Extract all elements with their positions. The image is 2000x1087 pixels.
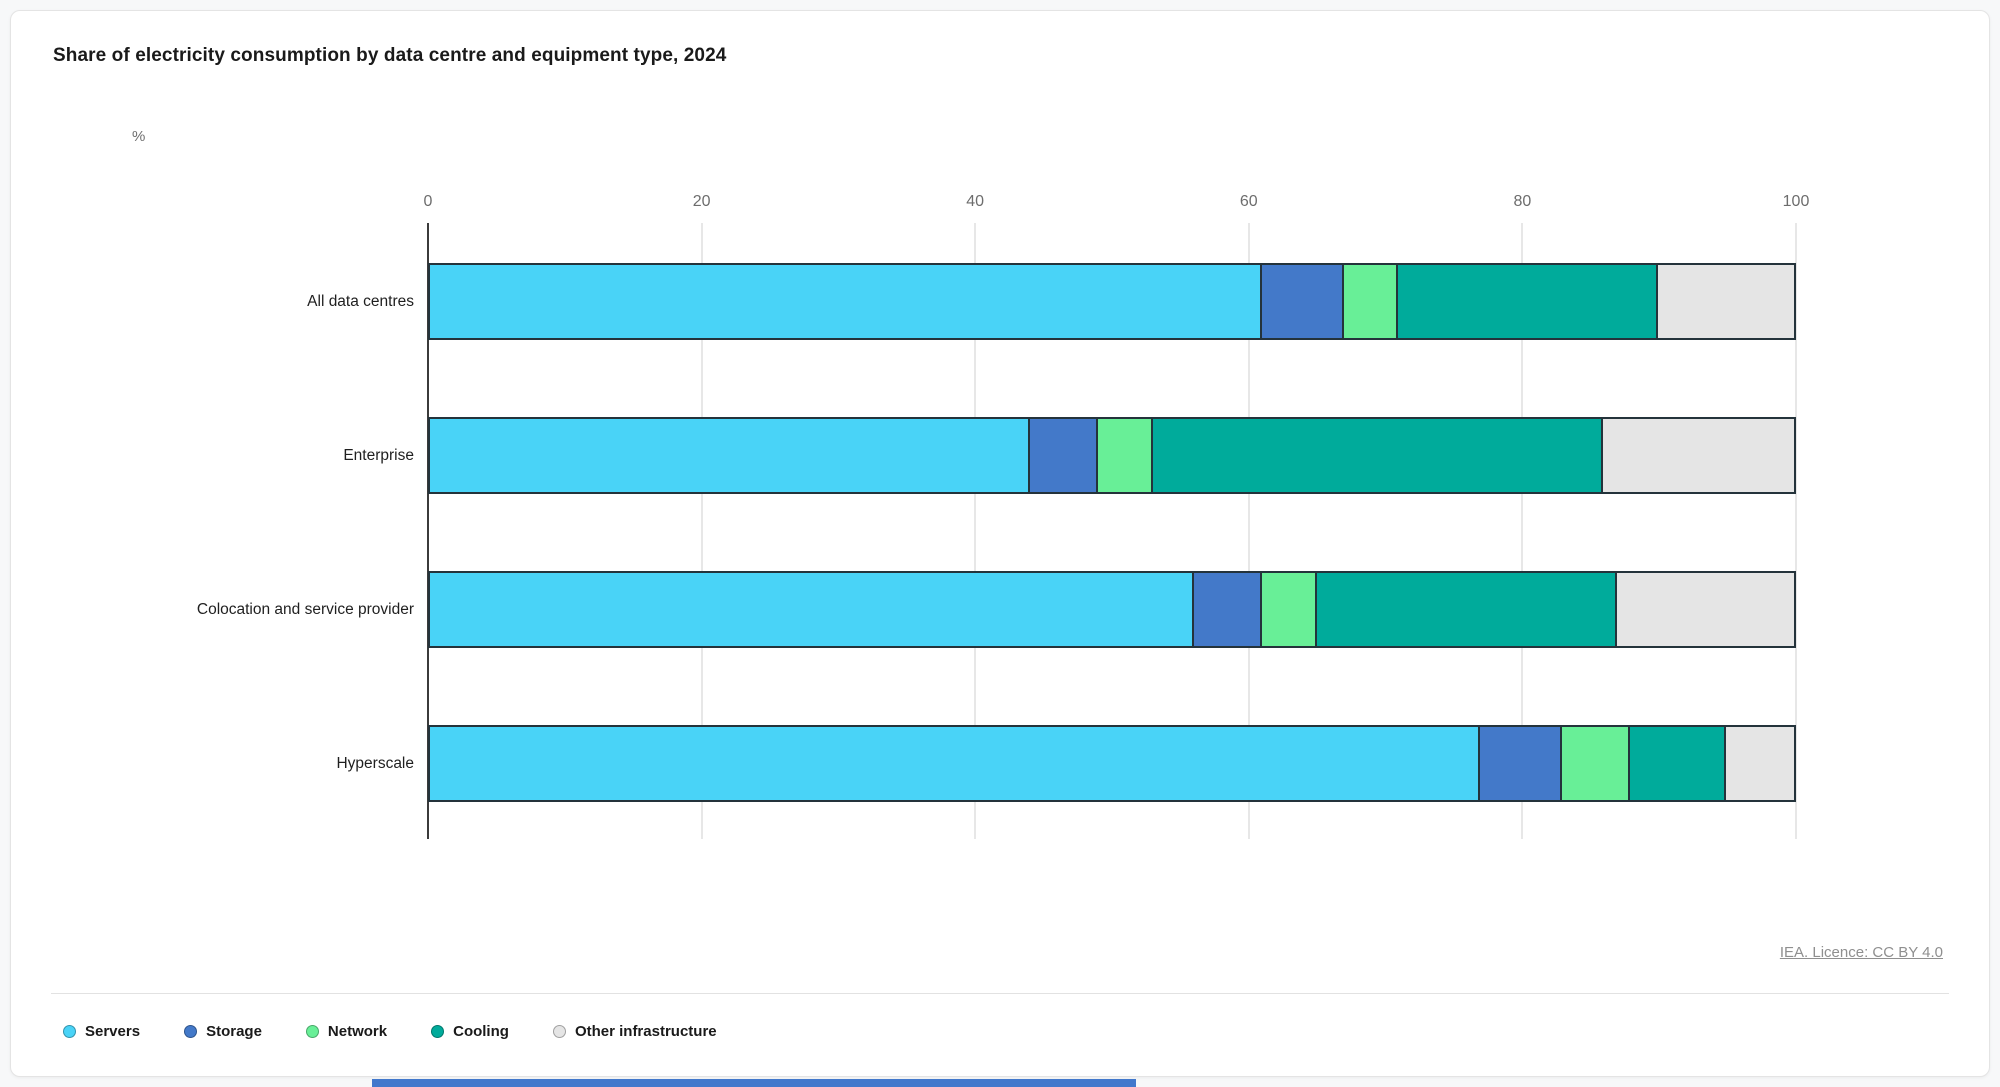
bar-row: [428, 417, 1796, 494]
y-axis-line: [427, 223, 429, 839]
legend-item-network[interactable]: Network: [305, 1023, 388, 1040]
x-tick-label-100: 100: [1782, 193, 1810, 210]
legend-label: Other infrastructure: [574, 1023, 717, 1040]
bar-segment-other-infrastructure[interactable]: [1616, 573, 1794, 646]
legend-label: Cooling: [453, 1023, 509, 1040]
bar-segment-network[interactable]: [1562, 727, 1631, 800]
x-tick-label-20: 20: [692, 193, 711, 210]
category-label: Hyperscale: [336, 755, 414, 772]
bar-segment-servers[interactable]: [430, 265, 1263, 338]
bar-segment-other-infrastructure[interactable]: [1657, 265, 1794, 338]
chart-card: Share of electricity consumption by data…: [10, 10, 1990, 1077]
bar-segment-servers[interactable]: [430, 419, 1031, 492]
bar-segment-servers[interactable]: [430, 573, 1194, 646]
bar-segment-storage[interactable]: [1193, 573, 1263, 646]
legend: Servers Storage Network Cooling Other infras…: [63, 1023, 717, 1040]
category-label: Enterprise: [343, 447, 414, 464]
x-tick-label-60: 60: [1239, 193, 1258, 210]
axis-unit-label: %: [132, 128, 146, 145]
gridline-60: [1247, 223, 1250, 839]
legend-item-other-infrastructure[interactable]: Other infrastructure: [552, 1023, 717, 1040]
bar-segment-cooling[interactable]: [1316, 573, 1617, 646]
bar-segment-cooling[interactable]: [1398, 265, 1658, 338]
bar-segment-storage[interactable]: [1480, 727, 1563, 800]
bar-segment-cooling[interactable]: [1152, 419, 1603, 492]
gridline-100: [1795, 223, 1797, 839]
legend-swatch-icon: [184, 1025, 198, 1038]
bar-segment-network[interactable]: [1343, 265, 1399, 338]
bar-segment-servers[interactable]: [430, 727, 1481, 800]
bar-segment-other-infrastructure[interactable]: [1603, 419, 1794, 492]
legend-label: Network: [327, 1023, 388, 1040]
legend-item-servers[interactable]: Servers: [63, 1023, 140, 1040]
bar-segment-network[interactable]: [1262, 573, 1317, 646]
plot-area: 0 20 40 60 80 100 All data centres Enterprise Co…: [11, 11, 1989, 1076]
chart-title: Share of electricity consumption by data…: [53, 45, 727, 66]
bar-row: [428, 571, 1796, 648]
legend-swatch-icon: [305, 1025, 319, 1038]
legend-item-storage[interactable]: Storage: [184, 1023, 262, 1040]
legend-item-cooling[interactable]: Cooling: [431, 1023, 509, 1040]
legend-swatch-icon: [431, 1025, 445, 1038]
legend-swatch-icon: [552, 1025, 566, 1038]
legend-swatch-icon: [63, 1025, 76, 1038]
category-label: Colocation and service provider: [196, 601, 414, 618]
gridline-40: [974, 223, 977, 839]
category-label: All data centres: [307, 293, 414, 310]
bottom-page-strip: [372, 1079, 1136, 1087]
x-tick-label-40: 40: [966, 193, 985, 210]
gridline-20: [700, 223, 703, 839]
legend-label: Storage: [206, 1023, 262, 1040]
bar-segment-storage[interactable]: [1030, 419, 1099, 492]
legend-label: Servers: [85, 1023, 141, 1040]
source-licence-link[interactable]: IEA. Licence: CC BY 4.0: [1779, 944, 1943, 961]
x-tick-label-80: 80: [1513, 193, 1532, 210]
bar-row: [428, 263, 1796, 340]
bar-segment-storage[interactable]: [1262, 265, 1344, 338]
gridline-80: [1521, 223, 1524, 839]
bar-segment-other-infrastructure[interactable]: [1725, 727, 1794, 800]
bar-segment-cooling[interactable]: [1630, 727, 1726, 800]
x-tick-label-0: 0: [423, 193, 433, 210]
bar-segment-network[interactable]: [1098, 419, 1153, 492]
legend-divider: [51, 993, 1949, 994]
bar-row: [428, 725, 1796, 802]
